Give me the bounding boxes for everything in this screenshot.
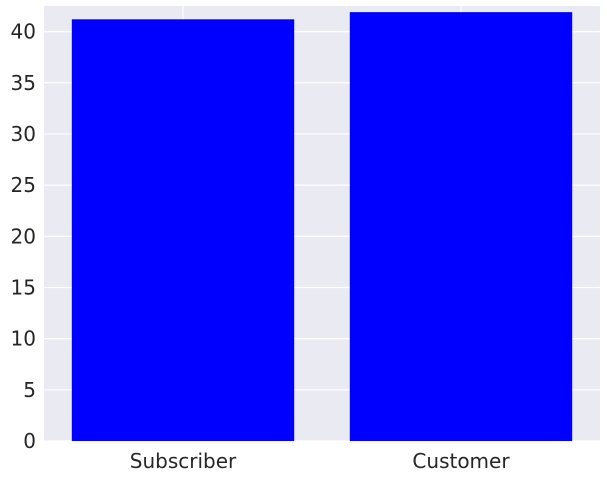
bar-subscriber bbox=[71, 19, 295, 442]
x-axis-ticks: Subscriber Customer bbox=[130, 449, 511, 473]
bar-customer bbox=[349, 12, 573, 442]
y-tick-label: 35 bbox=[11, 71, 36, 95]
y-tick-label: 15 bbox=[11, 275, 36, 299]
bars bbox=[71, 12, 573, 442]
y-tick-label: 30 bbox=[11, 122, 36, 146]
y-tick-label: 0 bbox=[23, 429, 36, 453]
y-tick-label: 5 bbox=[23, 378, 36, 402]
y-tick-label: 20 bbox=[11, 224, 36, 248]
y-tick-label: 40 bbox=[11, 20, 36, 44]
y-tick-label: 10 bbox=[11, 327, 36, 351]
y-axis-ticks: 0 5 10 15 20 25 30 35 40 bbox=[11, 20, 36, 453]
x-tick-label: Customer bbox=[412, 449, 510, 473]
y-tick-label: 25 bbox=[11, 173, 36, 197]
x-tick-label: Subscriber bbox=[130, 449, 237, 473]
